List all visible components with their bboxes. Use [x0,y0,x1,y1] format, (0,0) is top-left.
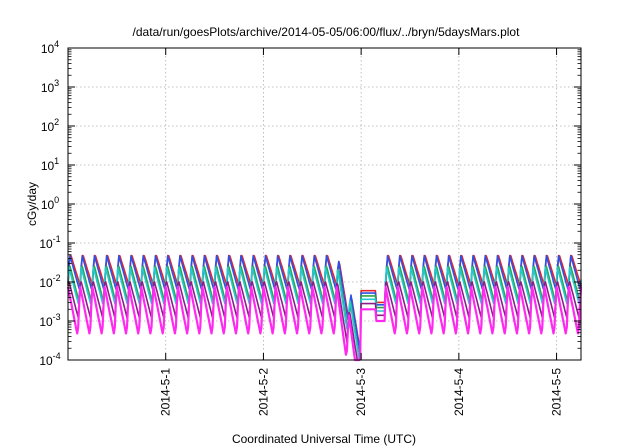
x-tick-label: 2014-5-4 [452,368,466,416]
x-tick-label: 2014-5-5 [550,368,564,416]
y-axis-label: cGy/day [25,182,39,226]
y-tick-label: 100 [41,195,59,212]
x-tick-label: 2014-5-3 [354,368,368,416]
axes [67,47,582,361]
y-tick-label: 10-3 [39,312,60,329]
y-tick-label: 10-2 [39,273,60,290]
x-tick-label: 2014-5-2 [256,368,270,416]
x-tick-label: 2014-5-1 [159,368,173,416]
series-line-6 [66,285,583,362]
y-tick-label: 101 [41,156,59,173]
x-axis-label: Coordinated Universal Time (UTC) [232,432,416,446]
y-tick-label: 10-4 [39,351,60,368]
x-tick-labels: 2014-5-1 2014-5-2 2014-5-3 2014-5-4 2014-5-5 [159,368,564,416]
chart-title: /data/run/goesPlots/archive/2014-05-05/0… [133,25,521,39]
y-tick-label: 104 [41,39,59,56]
y-tick-label: 103 [41,78,59,95]
y-tick-label: 10-1 [39,234,60,251]
series-line-4 [67,266,582,361]
series-line-5 [67,281,582,361]
y-tick-label: 102 [41,117,59,134]
series-group [66,254,583,362]
y-tick-labels: 10-4 10-3 10-2 10-1 100 101 102 103 104 [39,39,60,368]
